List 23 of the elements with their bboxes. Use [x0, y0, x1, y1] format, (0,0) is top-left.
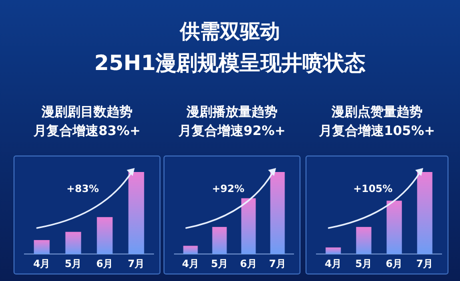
chart-subtitle: 月复合增速83%+	[32, 123, 141, 139]
x-tick-label: 6月	[386, 259, 403, 270]
annotation: +83%	[66, 184, 99, 195]
chart-subtitle: 月复合增速105%+	[318, 123, 436, 139]
x-tick-label: 4月	[324, 259, 342, 270]
chart-subtitle: 月复合增速92%+	[177, 123, 286, 139]
chart-title: 漫剧点赞量趋势	[330, 104, 422, 120]
x-tick-label: 5月	[64, 259, 82, 270]
x-tick-label: 7月	[416, 259, 434, 270]
x-tick-label: 6月	[240, 259, 257, 270]
x-tick-label: 7月	[269, 259, 286, 270]
annotation: +92%	[212, 184, 244, 195]
x-tick-label: 5月	[355, 259, 372, 270]
text: 25H1漫剧规模呈现井喷状态	[94, 51, 366, 75]
chart-title: 漫剧剧目数趋势	[40, 104, 132, 120]
x-tick-label: 7月	[128, 259, 145, 270]
x-tick-label: 4月	[33, 259, 50, 270]
text: 供需双驱动	[179, 19, 280, 43]
annotation: +105%	[353, 184, 393, 195]
x-tick-label: 6月	[96, 259, 114, 270]
x-tick-label: 5月	[211, 259, 228, 270]
x-tick-label: 4月	[182, 259, 199, 270]
chart-title: 漫剧播放量趋势	[186, 104, 278, 120]
